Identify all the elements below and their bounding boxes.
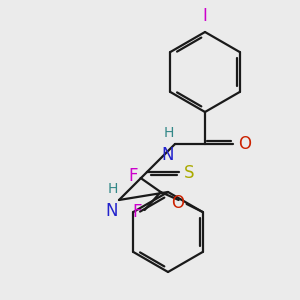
Text: N: N xyxy=(106,202,118,220)
Text: N: N xyxy=(161,146,174,164)
Text: O: O xyxy=(171,194,184,212)
Text: S: S xyxy=(184,164,194,182)
Text: H: H xyxy=(108,182,118,196)
Text: H: H xyxy=(164,126,174,140)
Text: O: O xyxy=(238,135,251,153)
Text: I: I xyxy=(202,7,207,25)
Text: F: F xyxy=(132,203,142,221)
Text: F: F xyxy=(128,167,138,185)
